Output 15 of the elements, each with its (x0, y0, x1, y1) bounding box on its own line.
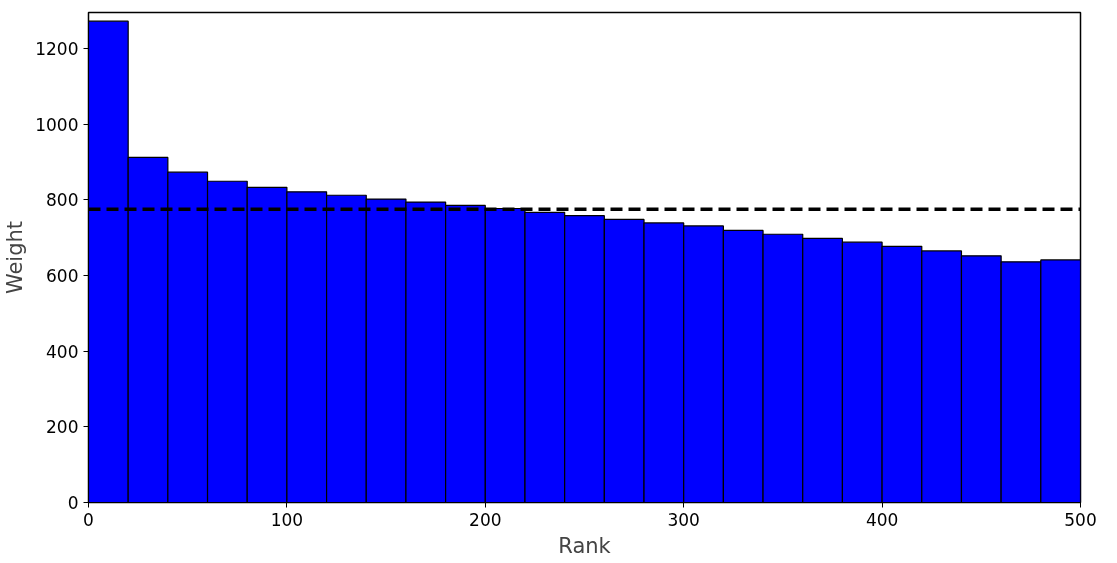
x-tick-label: 400 (865, 509, 899, 530)
x-axis-title: Rank (558, 533, 612, 558)
y-tick-label: 1000 (35, 114, 79, 135)
x-tick-label: 100 (270, 509, 304, 530)
x-tick-label: 500 (1064, 509, 1097, 530)
x-tick-label: 0 (83, 509, 94, 530)
y-tick-label: 800 (46, 190, 79, 211)
x-tick-label: 300 (667, 509, 700, 530)
y-axis-title: Weight (3, 220, 28, 295)
y-tick-label: 200 (46, 417, 79, 438)
y-tick-label: 600 (46, 265, 79, 286)
y-tick-label: 400 (46, 341, 79, 362)
x-tick-label: 200 (469, 509, 502, 530)
y-tick-label: 0 (67, 493, 79, 513)
y-tick-label: 1200 (35, 38, 79, 59)
